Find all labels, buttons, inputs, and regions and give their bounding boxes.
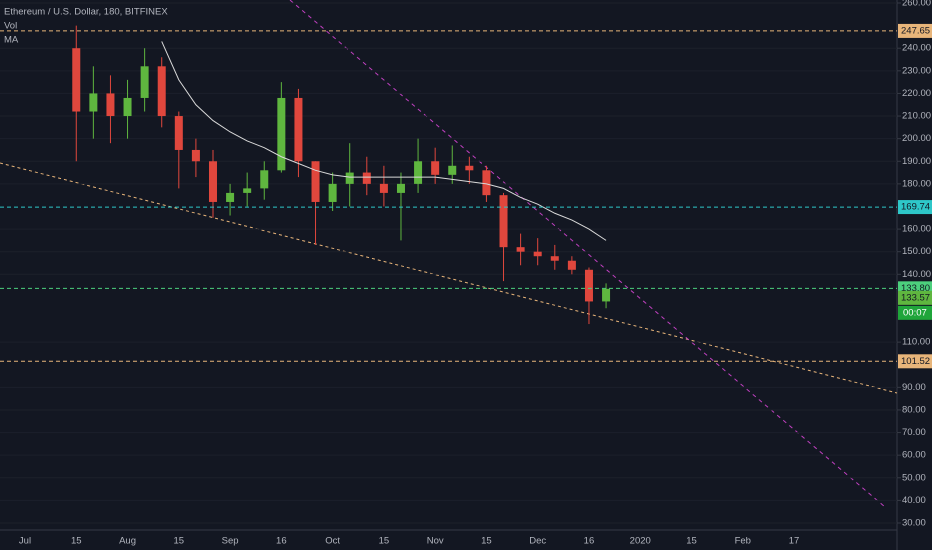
x-tick-label: 15 [481, 536, 492, 547]
candle-body [294, 97, 303, 162]
y-tick-label: 210.00 [902, 111, 931, 122]
x-tick-label: Dec [529, 536, 546, 547]
x-tick-label: 2020 [630, 536, 651, 547]
candle-body [499, 195, 508, 248]
candle-body [191, 149, 200, 162]
y-tick-label: 80.00 [902, 404, 926, 415]
level-label-box [898, 23, 932, 38]
x-tick-label: 17 [789, 536, 800, 547]
y-tick-label: 110.00 [902, 337, 930, 348]
candle-body [465, 165, 474, 171]
x-tick-label: Feb [735, 536, 751, 547]
y-tick-label: 180.00 [902, 178, 931, 189]
level-label: 133.80 [901, 283, 930, 294]
candle-body [448, 165, 457, 175]
candle-body [414, 161, 423, 184]
candle-body [277, 97, 286, 171]
countdown-box [898, 305, 932, 320]
y-tick-label: 260.00 [902, 0, 931, 9]
x-tick-label: 15 [71, 536, 82, 547]
x-tick-label: 16 [276, 536, 287, 547]
countdown-label: 00:07 [903, 307, 927, 318]
candle-body [260, 170, 269, 189]
candle-body [208, 161, 217, 202]
level-label: 169.74 [901, 202, 930, 213]
candle-body [106, 93, 115, 117]
x-tick-label: 15 [686, 536, 697, 547]
candle-body [345, 172, 354, 184]
x-tick-label: Oct [325, 536, 340, 547]
candle-body [567, 260, 576, 270]
y-tick-label: 150.00 [902, 246, 931, 257]
candle-body [226, 192, 235, 202]
candle-body [243, 188, 252, 193]
level-label-box [898, 354, 932, 369]
trend-line [289, 0, 886, 508]
candle-body [311, 161, 320, 202]
legend-entry: Vol [4, 21, 17, 32]
candle-body [89, 93, 98, 112]
trend-line [0, 162, 898, 394]
candle-body [157, 66, 166, 117]
candle-body [516, 247, 525, 252]
x-tick-label: Jul [19, 536, 31, 547]
candle-body [123, 97, 132, 117]
level-label-box [898, 200, 932, 215]
candle-body [72, 48, 81, 112]
candle-body [379, 183, 388, 193]
candle-body [431, 161, 440, 175]
candle-body [602, 288, 611, 302]
candle-body [550, 256, 559, 261]
y-tick-label: 240.00 [902, 43, 931, 54]
y-tick-label: 50.00 [902, 472, 926, 483]
candle-body [140, 66, 149, 98]
last-price-box [898, 290, 932, 305]
y-tick-label: 40.00 [902, 495, 926, 506]
y-tick-label: 70.00 [902, 427, 926, 438]
x-tick-label: Aug [119, 536, 136, 547]
y-tick-label: 90.00 [902, 382, 926, 393]
x-tick-label: 15 [174, 536, 185, 547]
y-tick-label: 200.00 [902, 133, 931, 144]
candle-body [482, 170, 491, 196]
last-price-label: 133.57 [901, 292, 930, 303]
y-tick-label: 60.00 [902, 450, 926, 461]
x-tick-label: 15 [379, 536, 390, 547]
candle-body [362, 172, 371, 184]
x-tick-label: Sep [222, 536, 239, 547]
level-label: 101.52 [901, 356, 930, 367]
candle-body [328, 183, 337, 202]
candle-body [396, 183, 405, 193]
y-tick-label: 30.00 [902, 518, 926, 529]
candle-body [584, 269, 593, 302]
chart-title: Ethereum / U.S. Dollar, 180, BITFINEX [4, 7, 168, 18]
ma-line [161, 41, 607, 241]
candle-body [533, 251, 542, 257]
y-tick-label: 190.00 [902, 156, 931, 167]
x-tick-label: Nov [427, 536, 444, 547]
y-tick-label: 220.00 [902, 88, 931, 99]
y-tick-label: 140.00 [902, 269, 931, 280]
x-tick-label: 16 [584, 536, 595, 547]
legend-entry: MA [4, 35, 19, 46]
y-tick-label: 230.00 [902, 65, 931, 76]
candle-body [174, 116, 183, 150]
y-tick-label: 160.00 [902, 224, 931, 235]
level-label: 247.65 [901, 25, 930, 36]
